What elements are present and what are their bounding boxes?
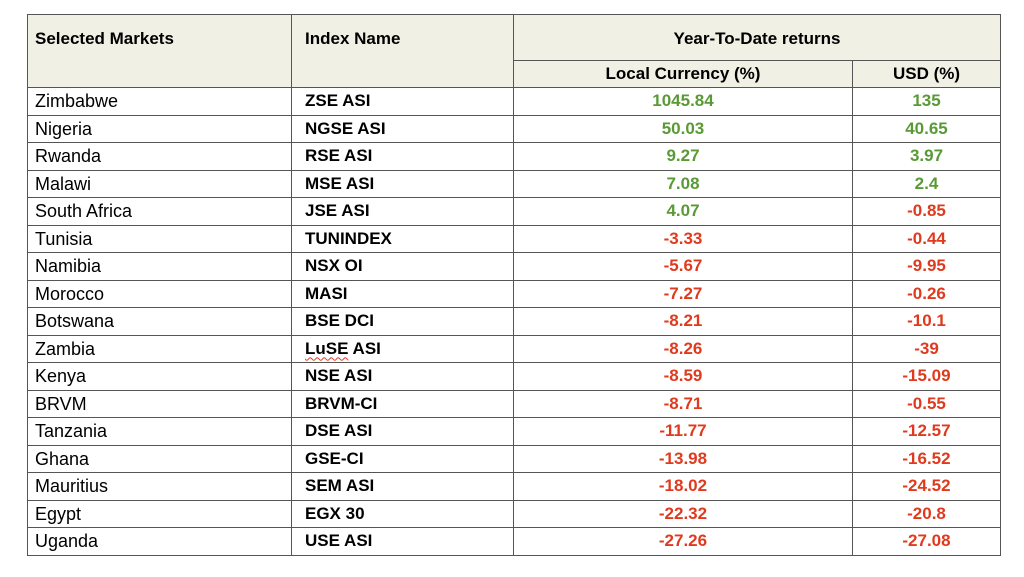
local-return-cell: -18.02 <box>514 473 853 500</box>
index-name-cell: RSE ASI <box>292 143 514 170</box>
market-cell: Nigeria <box>28 115 292 142</box>
local-return-cell: -11.77 <box>514 418 853 445</box>
usd-return-cell: -9.95 <box>907 256 946 275</box>
table-row: South Africa JSE ASI 4.07 -0.85 <box>28 198 1000 226</box>
market-cell: Tanzania <box>28 418 292 445</box>
market-cell: Egypt <box>28 500 292 527</box>
table-row: Malawi MSE ASI 7.08 2.4 <box>28 170 1000 198</box>
header-index-name: Index Name <box>292 15 514 87</box>
usd-return-cell: -27.08 <box>902 531 951 550</box>
usd-return-cell: 40.65 <box>905 118 948 138</box>
market-cell: Zambia <box>28 335 292 362</box>
table-row: Egypt EGX 30 -22.32 -20.8 <box>28 500 1000 528</box>
table-row: Kenya NSE ASI -8.59 -15.09 <box>28 363 1000 391</box>
header-selected-markets: Selected Markets <box>28 15 292 87</box>
local-return-cell: -3.33 <box>514 225 853 252</box>
table-row: Uganda USE ASI -27.26 -27.08 <box>28 528 1000 555</box>
index-name-cell: MASI <box>292 280 514 307</box>
local-return-cell: -13.98 <box>514 445 853 472</box>
local-return-cell: -27.26 <box>514 528 853 555</box>
local-return-cell: -8.21 <box>514 308 853 335</box>
market-cell: Morocco <box>28 280 292 307</box>
table-row: Zimbabwe ZSE ASI 1045.84 135 <box>28 88 1000 116</box>
usd-return-cell: -24.52 <box>902 476 951 495</box>
index-name-cell: ZSE ASI <box>292 88 514 115</box>
market-cell: Rwanda <box>28 143 292 170</box>
index-name-cell: GSE-CI <box>292 445 514 472</box>
local-return-cell: -8.59 <box>514 363 853 390</box>
market-cell: Ghana <box>28 445 292 472</box>
usd-return-cell: -16.52 <box>902 448 951 468</box>
usd-return-cell: 135 <box>912 91 941 110</box>
market-cell: Kenya <box>28 363 292 390</box>
usd-return-cell: -10.1 <box>907 311 946 330</box>
market-cell: South Africa <box>28 198 292 225</box>
market-cell: Zimbabwe <box>28 88 292 115</box>
table-row: Namibia NSX OI -5.67 -9.95 <box>28 253 1000 281</box>
local-return-cell: -8.26 <box>514 335 853 362</box>
usd-return-cell: -0.85 <box>907 201 946 220</box>
returns-table: Selected Markets Index Name Year-To-Date… <box>27 14 1001 556</box>
usd-return-cell: -39 <box>914 338 939 358</box>
market-cell: Botswana <box>28 308 292 335</box>
usd-return-cell: 3.97 <box>909 146 944 165</box>
market-cell: Malawi <box>28 170 292 197</box>
index-name-cell: BSE DCI <box>292 308 514 335</box>
table-body: Zimbabwe ZSE ASI 1045.84 135 Nigeria NGSE ASI… <box>28 88 1000 555</box>
market-cell: Uganda <box>28 528 292 555</box>
local-return-cell: -5.67 <box>514 253 853 280</box>
table-row: Ghana GSE-CI -13.98 -16.52 <box>28 445 1000 473</box>
index-name-cell: MSE ASI <box>292 170 514 197</box>
local-return-cell: 7.08 <box>514 170 853 197</box>
usd-return-cell: -20.8 <box>907 503 946 523</box>
table-row: Morocco MASI -7.27 -0.26 <box>28 280 1000 308</box>
usd-return-cell: -12.57 <box>902 421 951 440</box>
local-return-cell: -8.71 <box>514 390 853 417</box>
usd-return-cell: -0.26 <box>907 283 946 303</box>
index-name-cell: NGSE ASI <box>292 115 514 142</box>
market-cell: Mauritius <box>28 473 292 500</box>
index-name-cell: JSE ASI <box>292 198 514 225</box>
index-name-cell: NSE ASI <box>292 363 514 390</box>
index-name-cell: BRVM-CI <box>292 390 514 417</box>
usd-return-cell: -0.55 <box>907 393 946 413</box>
usd-return-cell: -0.44 <box>907 228 946 248</box>
local-return-cell: 4.07 <box>514 198 853 225</box>
local-return-cell: 9.27 <box>514 143 853 170</box>
index-name-cell: DSE ASI <box>292 418 514 445</box>
table-row: Tunisia TUNINDEX -3.33 -0.44 <box>28 225 1000 253</box>
index-name-cell: EGX 30 <box>292 500 514 527</box>
market-cell: Tunisia <box>28 225 292 252</box>
header-usd: USD (%) <box>892 64 961 83</box>
market-cell: BRVM <box>28 390 292 417</box>
usd-return-cell: 2.4 <box>914 173 939 193</box>
index-name-cell: TUNINDEX <box>292 225 514 252</box>
table-row: Zambia LuSE ASI -8.26 -39 <box>28 335 1000 363</box>
local-return-cell: -22.32 <box>514 500 853 527</box>
table-row: Mauritius SEM ASI -18.02 -24.52 <box>28 473 1000 501</box>
table-row: Botswana BSE DCI -8.21 -10.1 <box>28 308 1000 336</box>
index-name-cell: LuSE ASI <box>292 335 514 362</box>
local-return-cell: -7.27 <box>514 280 853 307</box>
local-return-cell: 1045.84 <box>514 88 853 115</box>
header-ytd-returns: Year-To-Date returns <box>514 15 1000 61</box>
table-row: Tanzania DSE ASI -11.77 -12.57 <box>28 418 1000 446</box>
index-name-cell: SEM ASI <box>292 473 514 500</box>
table-row: BRVM BRVM-CI -8.71 -0.55 <box>28 390 1000 418</box>
header-local-currency: Local Currency (%) <box>514 61 853 87</box>
index-name-cell: NSX OI <box>292 253 514 280</box>
local-return-cell: 50.03 <box>514 115 853 142</box>
index-name-cell: USE ASI <box>292 528 514 555</box>
table-header: Selected Markets Index Name Year-To-Date… <box>28 15 1000 88</box>
usd-return-cell: -15.09 <box>902 366 951 385</box>
table-row: Rwanda RSE ASI 9.27 3.97 <box>28 143 1000 171</box>
table-row: Nigeria NGSE ASI 50.03 40.65 <box>28 115 1000 143</box>
market-cell: Namibia <box>28 253 292 280</box>
